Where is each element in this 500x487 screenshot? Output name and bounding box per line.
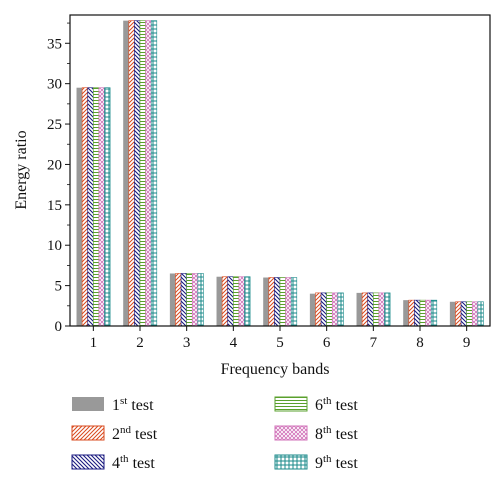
bar-2-cat-4 <box>221 276 229 327</box>
legend-label: 6th test <box>315 395 358 414</box>
legend-swatch <box>71 454 105 470</box>
bar-5-cat-8 <box>425 299 432 327</box>
bar-4-cat-5 <box>279 277 286 327</box>
legend: 1st test 2nd test 4th test 6th test 8th test… <box>71 395 358 472</box>
bar-2-cat-1 <box>81 87 89 327</box>
legend-label: 2nd test <box>112 424 158 443</box>
y-tick-label: 0 <box>55 319 63 335</box>
bar-4-cat-9 <box>466 301 473 327</box>
bar-5-cat-6 <box>331 292 339 327</box>
bar-2-cat-2 <box>128 20 135 327</box>
legend-label: 8th test <box>315 424 358 443</box>
bar-1-cat-7 <box>356 292 363 326</box>
bar-1-cat-2 <box>123 20 129 327</box>
legend-swatch <box>72 397 104 411</box>
y-tick-label: 35 <box>47 36 62 52</box>
plot-area: 0 5 10 15 20 25 30 35 1 2 3 4 5 6 7 8 9 <box>47 14 491 351</box>
y-tick-label: 10 <box>47 238 62 254</box>
bar-6-cat-6 <box>337 292 344 327</box>
bar-3-cat-6 <box>320 292 327 327</box>
y-axis-label: Energy ratio <box>13 130 30 209</box>
x-tick-label: 4 <box>230 335 238 351</box>
bar-1-cat-1 <box>76 87 83 326</box>
bar-4-cat-4 <box>233 276 240 327</box>
bar-3-cat-2 <box>134 20 141 327</box>
bar-2-cat-5 <box>268 277 275 327</box>
bar-4-cat-8 <box>419 299 426 327</box>
bar-1-cat-5 <box>263 277 269 326</box>
y-tick-label: 25 <box>47 117 62 133</box>
bar-3-cat-4 <box>227 276 234 327</box>
bar-4-cat-6 <box>326 292 333 327</box>
legend-label: 4th test <box>112 453 155 472</box>
bar-1-cat-9 <box>449 301 456 326</box>
bar-5-cat-5 <box>285 277 292 327</box>
legend-swatch <box>274 454 308 470</box>
bar-6-cat-1 <box>104 87 111 327</box>
y-tick-label: 5 <box>55 279 63 295</box>
bar-3-cat-1 <box>87 87 94 327</box>
y-tick-label: 30 <box>47 77 62 93</box>
bar-5-cat-9 <box>471 301 479 327</box>
x-tick-label: 3 <box>183 335 191 351</box>
bar-5-cat-2 <box>145 20 152 327</box>
bar-6-cat-7 <box>384 292 391 327</box>
bar-5-cat-3 <box>191 273 199 327</box>
bar-5-cat-4 <box>238 276 245 327</box>
legend-swatch <box>274 396 308 412</box>
bar-4-cat-1 <box>93 87 100 327</box>
bar-1-cat-4 <box>216 276 223 326</box>
bar-3-cat-3 <box>180 273 187 327</box>
bar-1-cat-6 <box>309 293 316 326</box>
bar-6-cat-4 <box>244 276 251 327</box>
bar-2-cat-7 <box>361 292 369 327</box>
bar-1-cat-8 <box>403 300 409 326</box>
y-tick-label: 20 <box>47 157 62 173</box>
x-tick-label: 8 <box>416 335 424 351</box>
bar-2-cat-3 <box>175 273 182 327</box>
bar-3-cat-5 <box>274 277 281 327</box>
x-tick-label: 1 <box>90 335 98 351</box>
x-tick-label: 7 <box>370 335 378 351</box>
legend-label: 1st test <box>112 395 154 414</box>
x-tick-label: 5 <box>276 335 284 351</box>
legend-swatch <box>274 425 308 441</box>
bar-6-cat-3 <box>197 273 204 327</box>
x-tick-label: 2 <box>136 335 144 351</box>
bar-2-cat-8 <box>408 299 415 327</box>
x-axis-label: Frequency bands <box>221 361 330 378</box>
bar-1-cat-3 <box>169 273 176 326</box>
bar-6-cat-9 <box>477 301 484 327</box>
legend-label: 9th test <box>315 453 358 472</box>
bar-2-cat-9 <box>455 301 462 327</box>
bar-6-cat-8 <box>430 299 438 327</box>
x-tick-label: 9 <box>463 335 471 351</box>
bar-3-cat-9 <box>460 301 467 327</box>
legend-swatch <box>71 425 105 441</box>
bar-6-cat-5 <box>290 277 298 327</box>
bar-2-cat-6 <box>315 292 322 327</box>
bar-5-cat-1 <box>98 87 105 327</box>
bar-4-cat-7 <box>373 292 380 327</box>
x-tick-label: 6 <box>323 335 331 351</box>
bar-4-cat-2 <box>139 20 146 327</box>
bar-5-cat-7 <box>378 292 385 327</box>
bar-3-cat-7 <box>367 292 374 327</box>
bar-3-cat-8 <box>414 299 421 327</box>
bar-4-cat-3 <box>186 273 193 327</box>
bar-6-cat-2 <box>150 20 158 327</box>
y-tick-label: 15 <box>47 198 62 214</box>
